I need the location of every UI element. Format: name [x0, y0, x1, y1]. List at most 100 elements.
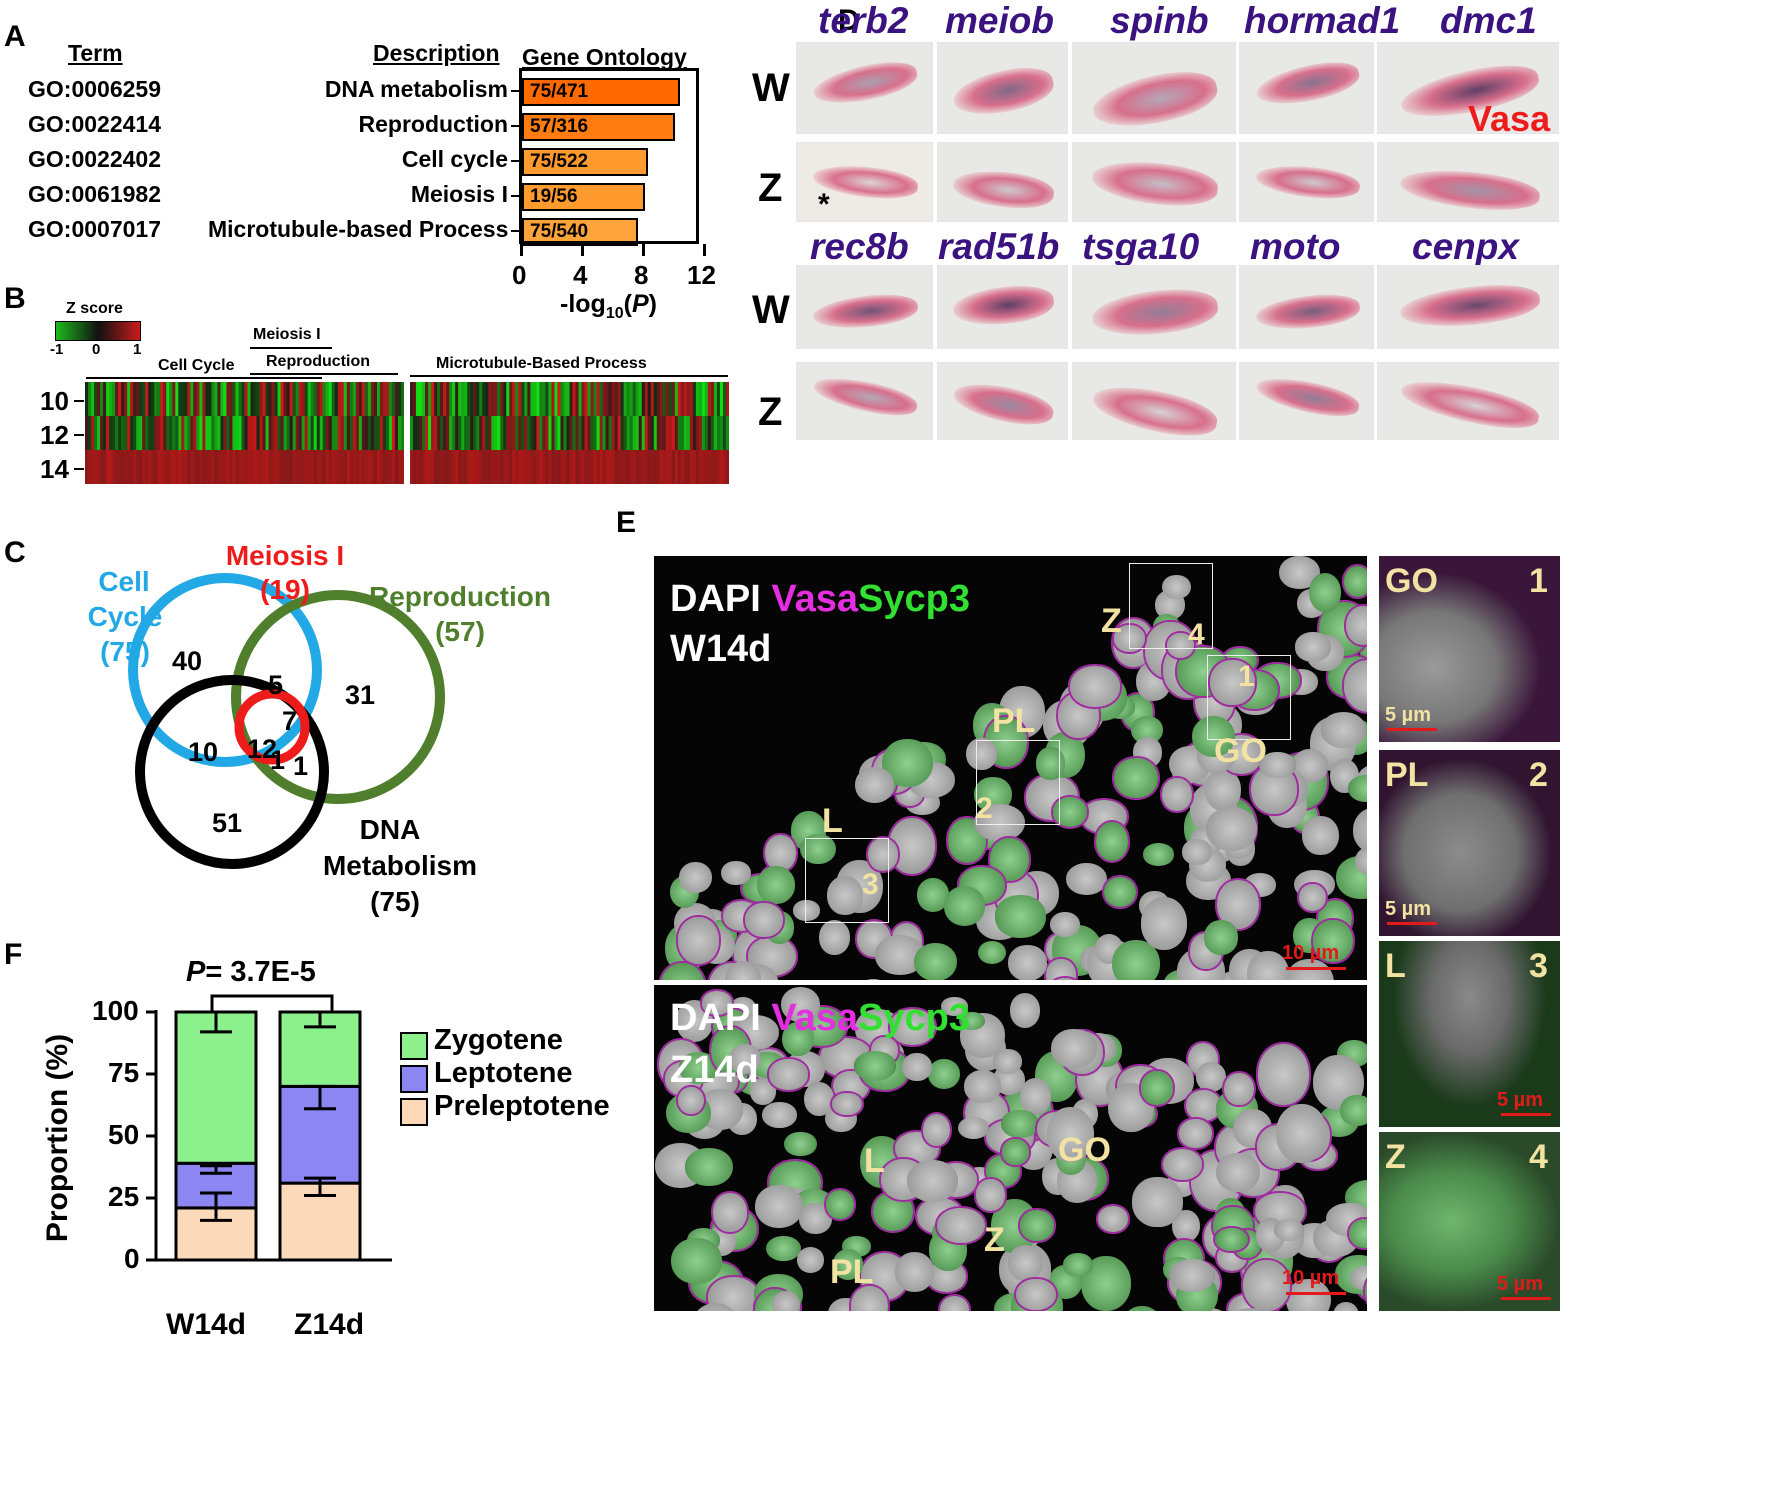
heatmap-cell: [596, 416, 601, 450]
heatmap-cell: [112, 382, 116, 416]
row-label-z-top: Z: [758, 166, 783, 210]
heatmap-cell: [232, 450, 237, 484]
heatmap-cell: [560, 382, 565, 416]
label-l-bottom: L: [864, 1142, 885, 1180]
go-term-2: GO:0022402: [28, 146, 161, 172]
heatmap-cell: [145, 450, 149, 484]
ish-tile-r1-c4: [1377, 142, 1559, 222]
heatmap-cell: [136, 382, 140, 416]
heatmap-cell: [301, 450, 306, 484]
heatmap-cell: [719, 416, 724, 450]
heatmap-cell: [434, 382, 438, 416]
error-bar: [304, 1010, 336, 1029]
heatmap-cell: [674, 450, 679, 484]
heatmap-cell: [488, 416, 492, 450]
heatmap-cell: [545, 416, 550, 450]
error-bar: [304, 1084, 336, 1111]
heatmap-cell: [416, 382, 420, 416]
heatmap-cell: [671, 382, 676, 416]
venn-dna-circle: [135, 675, 329, 869]
zscore-colorbar: [55, 321, 141, 341]
venn-meiosis-l2: (19): [260, 574, 310, 605]
heatmap-cell: [458, 382, 462, 416]
heatmap-cell: [268, 382, 273, 416]
gene-label-moto: moto: [1250, 226, 1341, 267]
heatmap-cell: [85, 382, 89, 416]
heatmap-cell: [124, 382, 128, 416]
heatmap-cell: [416, 416, 420, 450]
heatmap-cell: [575, 382, 580, 416]
heatmap-cell: [536, 450, 541, 484]
heatmap-cell: [683, 416, 688, 450]
heatmap-cell: [250, 416, 255, 450]
heatmap-cell: [298, 382, 303, 416]
heatmap-cell: [319, 416, 324, 450]
heatmap-cell: [644, 382, 649, 416]
heatmap-cell: [352, 416, 357, 450]
heatmap-cell: [533, 450, 537, 484]
gene-ontology-title: Gene Ontology: [522, 44, 687, 70]
venn-cell-cycle-circle: [128, 573, 322, 767]
heatmap-cell: [217, 450, 222, 484]
legend-swatch-leptotene: [400, 1065, 428, 1093]
heatmap-cell: [632, 416, 637, 450]
heatmap-cell: [229, 382, 234, 416]
go-bar-3: [522, 183, 645, 211]
heatmap-cell: [701, 382, 706, 416]
heatmap-cell: [166, 416, 170, 450]
heatmap-cell: [118, 450, 122, 484]
heatmap-cell: [88, 416, 92, 450]
go-bar-label-4: 75/540: [530, 221, 589, 242]
heatmap-cell: [259, 382, 264, 416]
heatmap-cell: [304, 450, 309, 484]
heatmap-cell: [500, 382, 504, 416]
heatmap-cell: [626, 382, 631, 416]
heatmap-cell: [689, 450, 694, 484]
heatmap-cell: [470, 382, 474, 416]
heatmap-cell: [289, 416, 294, 450]
scale-text-top: 10 µm: [1282, 942, 1340, 964]
heatmap-cell: [695, 382, 700, 416]
heatmap-cell: [449, 382, 453, 416]
heatmap-cell: [202, 382, 206, 416]
group-reproduction-label: Reproduction: [266, 353, 370, 370]
heatmap-cell: [190, 450, 194, 484]
heatmap-cell: [485, 382, 489, 416]
heatmap-cell: [199, 416, 203, 450]
heatmap-cell: [524, 416, 528, 450]
heatmap-cell: [662, 450, 667, 484]
heatmap-cell: [115, 382, 119, 416]
heatmap-cell: [695, 416, 700, 450]
heatmap-cell: [205, 382, 209, 416]
heatmap-cell: [307, 382, 312, 416]
heatmap-cell: [470, 450, 474, 484]
heatmap-cell: [241, 416, 246, 450]
heatmap-cell: [719, 450, 724, 484]
heatmap-cell: [644, 450, 649, 484]
heatmap-cell: [614, 382, 619, 416]
heatmap-cell: [623, 382, 628, 416]
venn-meiosis-l1: Meiosis I: [225, 540, 345, 571]
heatmap-cell: [232, 382, 237, 416]
heatmap-cell: [247, 382, 252, 416]
heatmap-cell: [638, 416, 643, 450]
heatmap-cell: [307, 416, 312, 450]
venn-diagram: [128, 573, 445, 869]
heatmap-cell: [581, 382, 586, 416]
sample-label-z14d: Z14d: [670, 1049, 759, 1091]
heatmap-cell: [482, 450, 486, 484]
heatmap-cell: [563, 382, 568, 416]
heatmap-cell: [608, 382, 613, 416]
heatmap-cell: [569, 450, 574, 484]
go-term-0: GO:0006259: [28, 76, 161, 102]
heatmap-cell: [479, 450, 483, 484]
heatmap-cell: [548, 450, 553, 484]
heatmap-cell: [112, 450, 116, 484]
heatmap-cell: [244, 450, 249, 484]
heatmap-cell: [422, 416, 426, 450]
heatmap-cell: [431, 450, 435, 484]
heatmap-cell: [485, 416, 489, 450]
heatmap-cell: [205, 416, 209, 450]
heatmap-cell: [572, 382, 577, 416]
heatmap-cell: [485, 450, 489, 484]
